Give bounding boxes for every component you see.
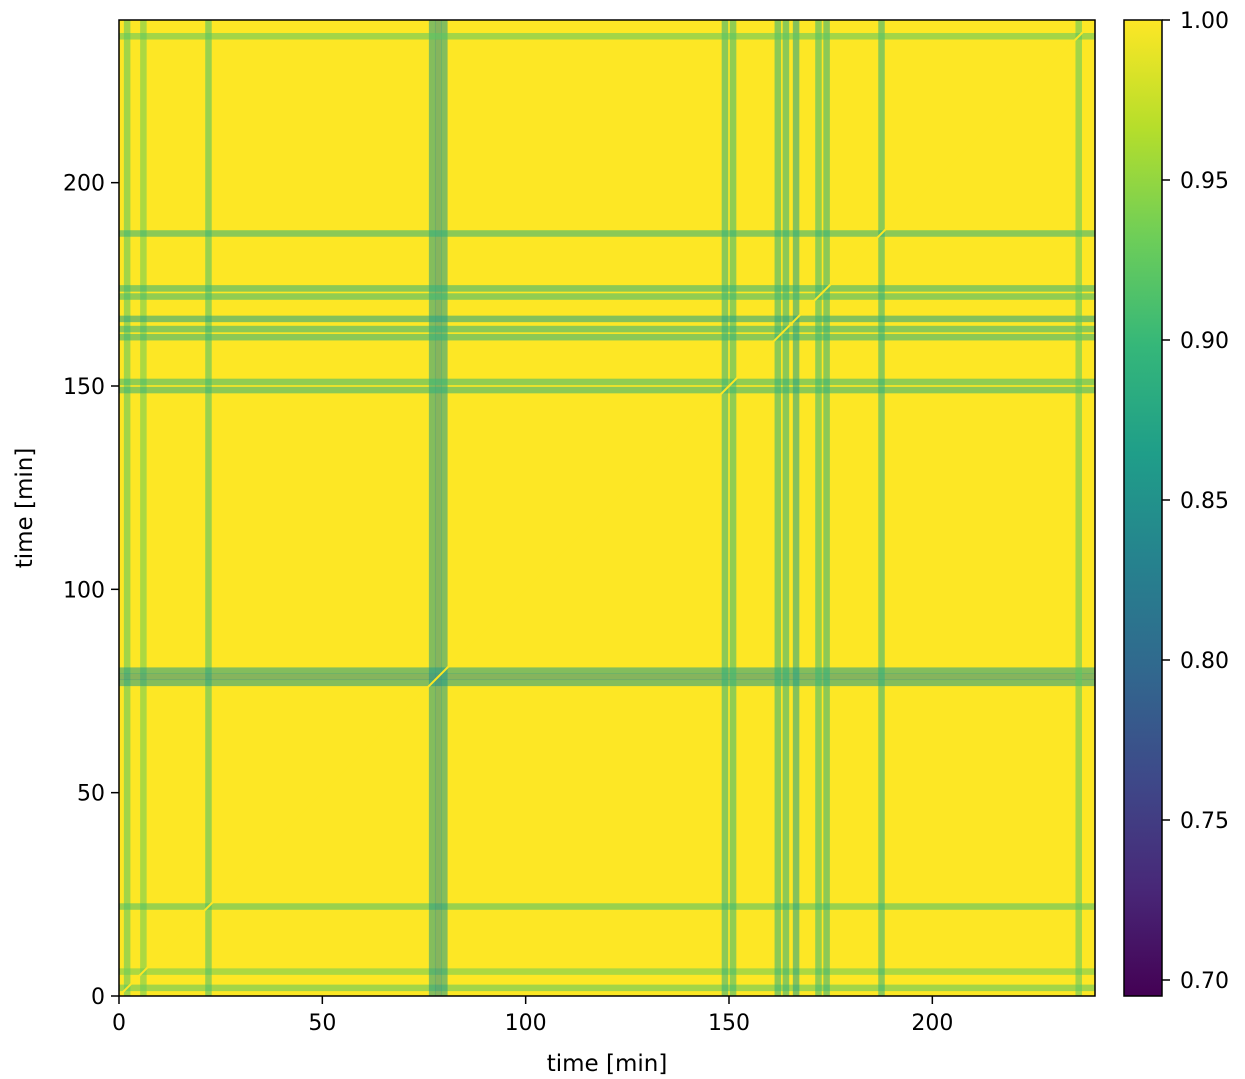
- y-axis-ticks: 0 50 100 150 200: [63, 172, 119, 1010]
- x-axis-label: time [min]: [547, 1051, 668, 1077]
- heatmap-column-band: [774, 20, 782, 996]
- heatmap-row-band: [119, 673, 1095, 681]
- heatmap-column-band: [782, 20, 790, 996]
- x-tick-label: 0: [112, 1011, 126, 1036]
- y-tick-label: 0: [91, 985, 105, 1010]
- y-tick-label: 50: [77, 782, 105, 807]
- heatmap-row-band: [119, 903, 1095, 910]
- colorbar-tick-label: 1.00: [1180, 9, 1229, 34]
- y-tick-label: 100: [63, 578, 105, 603]
- heatmap-row-band: [119, 968, 1095, 975]
- y-axis-label: time [min]: [12, 448, 38, 569]
- colorbar-tick-label: 0.70: [1180, 969, 1229, 994]
- heatmap-row-band: [119, 230, 1095, 237]
- heatmap-column-band: [140, 20, 147, 996]
- heatmap-diagonal: [118, 19, 1096, 997]
- colorbar-tick-label: 0.90: [1180, 329, 1229, 354]
- heatmap-column-band: [815, 20, 822, 996]
- heatmap-column-band: [123, 20, 131, 996]
- heatmap-column-band: [823, 20, 830, 996]
- heatmap-row-band: [119, 315, 1095, 323]
- colorbar-fill: [1123, 19, 1163, 997]
- y-tick-label: 200: [63, 172, 105, 197]
- heatmap-column-band: [729, 20, 737, 996]
- plot-frame: [118, 19, 1096, 997]
- heatmap-row-band: [119, 333, 1095, 341]
- heatmap-row-band: [119, 285, 1095, 292]
- colorbar-tick-label: 0.75: [1180, 809, 1229, 834]
- colorbar-tick-label: 0.85: [1180, 489, 1229, 514]
- colorbar: 0.70 0.75 0.80 0.85 0.90 0.95 1.00: [1123, 9, 1229, 997]
- x-tick-label: 200: [911, 1011, 953, 1036]
- x-tick-label: 100: [505, 1011, 547, 1036]
- heatmap-column-band: [1075, 20, 1082, 996]
- heatmap-column-band: [428, 20, 436, 996]
- heatmap-row-band: [119, 667, 1095, 674]
- heatmap-row-band: [119, 33, 1095, 40]
- colorbar-tick-label: 0.95: [1180, 169, 1229, 194]
- heatmap-column-band: [441, 20, 448, 996]
- x-axis-ticks: 0 50 100 150 200: [112, 996, 953, 1036]
- plot-area: 0 50 100 150 200 0 50 100 150 200: [63, 19, 1096, 1036]
- heatmap-row-band: [119, 679, 1095, 687]
- heatmap-row-band: [119, 293, 1095, 300]
- heatmap-column-band: [434, 20, 442, 996]
- colorbar-ticks: 0.70 0.75 0.80 0.85 0.90 0.95 1.00: [1162, 9, 1229, 994]
- heatmap-row-band: [119, 984, 1095, 992]
- heatmap-column-band: [721, 20, 729, 996]
- x-tick-label: 50: [308, 1011, 336, 1036]
- x-tick-label: 150: [708, 1011, 750, 1036]
- heatmap-bands: [118, 19, 1096, 997]
- y-tick-label: 150: [63, 375, 105, 400]
- heatmap-row-band: [119, 325, 1095, 333]
- heatmap-column-band: [878, 20, 885, 996]
- heatmap-row-band: [119, 378, 1095, 386]
- heatmap-column-band: [792, 20, 800, 996]
- heatmap-column-band: [205, 20, 212, 996]
- heatmap-row-band: [119, 386, 1095, 394]
- colorbar-tick-label: 0.80: [1180, 649, 1229, 674]
